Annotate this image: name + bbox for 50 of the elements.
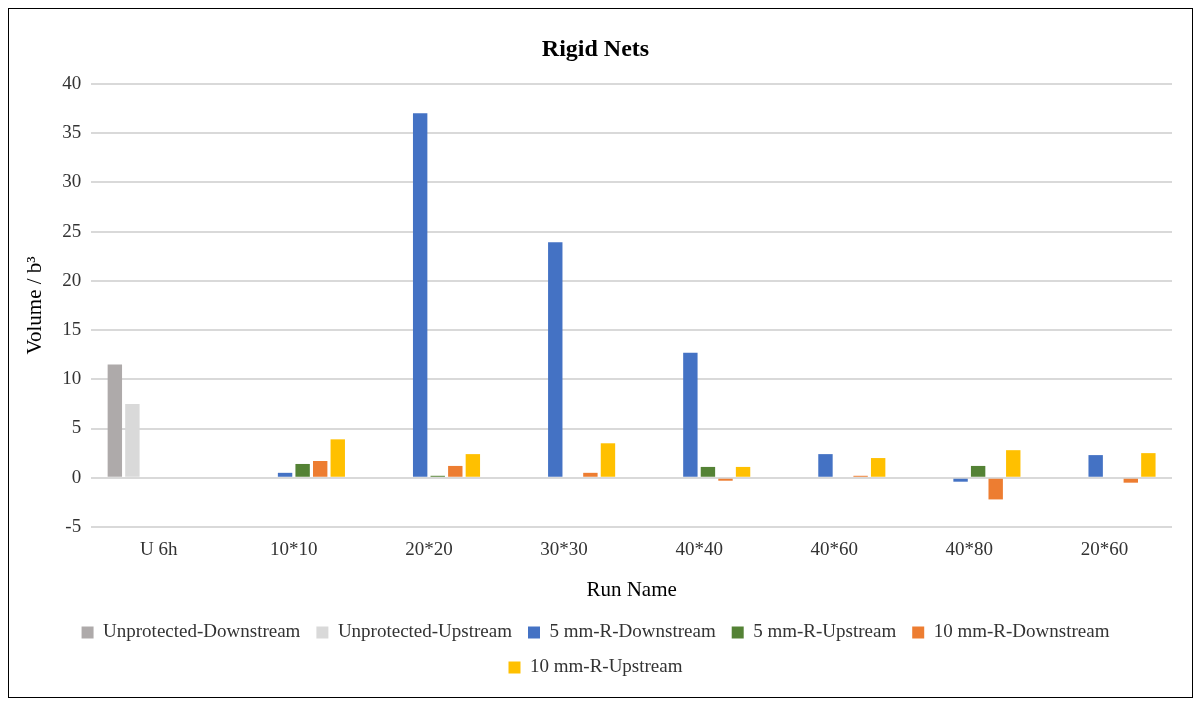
bar bbox=[970, 465, 986, 477]
legend-label: 5 mm-R-Downstream bbox=[549, 620, 716, 642]
x-tick-label: U 6h bbox=[140, 538, 178, 560]
x-tick-label: 40*40 bbox=[675, 538, 723, 560]
bar bbox=[818, 454, 833, 477]
legend-label: 10 mm-R-Upstream bbox=[530, 655, 683, 677]
bar bbox=[600, 443, 616, 477]
y-tick-label: 30 bbox=[62, 170, 82, 192]
bar bbox=[312, 461, 328, 477]
y-tick-label: 35 bbox=[62, 121, 82, 143]
bar bbox=[870, 458, 886, 477]
x-tick-label: 10*10 bbox=[270, 538, 318, 560]
bar bbox=[700, 466, 716, 477]
y-tick-label: 15 bbox=[62, 318, 82, 340]
bar bbox=[1123, 478, 1138, 483]
y-tick-label: 20 bbox=[62, 268, 82, 290]
y-axis-title: Volume / b³ bbox=[22, 256, 47, 355]
x-tick-label: 20*20 bbox=[405, 538, 453, 560]
bar bbox=[412, 113, 428, 477]
y-tick-label: 5 bbox=[71, 416, 82, 438]
x-tick-label: 30*30 bbox=[540, 538, 588, 560]
bar bbox=[107, 364, 123, 477]
bar bbox=[330, 439, 345, 477]
legend-label: 5 mm-R-Upstream bbox=[753, 620, 897, 642]
x-axis-title: Run Name bbox=[586, 576, 677, 601]
legend-label: Unprotected-Upstream bbox=[337, 620, 513, 642]
legend-label: Unprotected-Downstream bbox=[103, 620, 301, 642]
y-tick-label: -5 bbox=[65, 514, 82, 536]
bar bbox=[953, 478, 968, 482]
y-tick-label: 10 bbox=[62, 367, 82, 389]
chart-title: Rigid Nets bbox=[541, 34, 650, 61]
y-tick-label: 0 bbox=[71, 465, 82, 487]
x-tick-label: 40*60 bbox=[810, 538, 858, 560]
bar bbox=[1141, 453, 1156, 477]
bar bbox=[1088, 455, 1103, 477]
bar bbox=[548, 242, 563, 477]
bar bbox=[277, 472, 293, 477]
y-tick-label: 40 bbox=[62, 71, 82, 93]
bar bbox=[295, 463, 310, 477]
legend-label: 10 mm-R-Downstream bbox=[933, 620, 1110, 642]
bar bbox=[583, 472, 598, 477]
bar bbox=[448, 465, 463, 477]
x-tick-label: 40*80 bbox=[945, 538, 994, 560]
x-tick-label: 20*60 bbox=[1080, 538, 1129, 560]
bar bbox=[465, 454, 481, 477]
bar bbox=[683, 352, 698, 477]
bar bbox=[988, 478, 1003, 500]
bar bbox=[735, 466, 751, 477]
bar bbox=[1006, 450, 1021, 477]
y-tick-label: 25 bbox=[62, 219, 82, 241]
